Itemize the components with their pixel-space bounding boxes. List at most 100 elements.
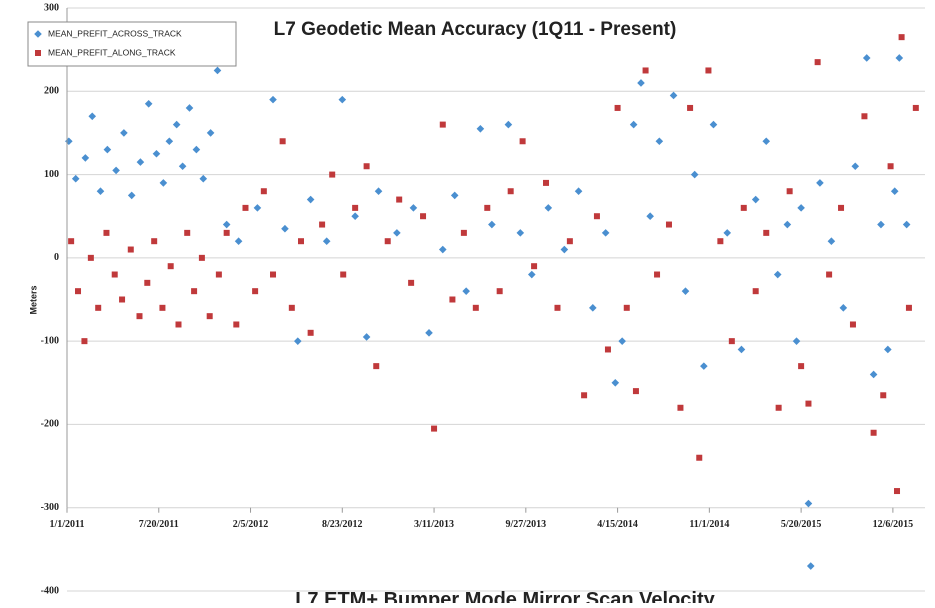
- point: [543, 179, 550, 186]
- point: [127, 246, 134, 253]
- point: [827, 237, 836, 245]
- point: [167, 263, 174, 270]
- point: [740, 204, 747, 211]
- point: [206, 129, 215, 137]
- legend-box: [27, 21, 237, 67]
- point: [306, 195, 315, 204]
- point: [288, 304, 295, 311]
- point: [165, 137, 174, 146]
- point: [270, 271, 277, 278]
- point: [351, 212, 359, 221]
- point: [894, 488, 901, 495]
- point: [172, 120, 181, 129]
- point: [677, 404, 684, 411]
- point: [614, 104, 621, 111]
- point: [159, 304, 166, 311]
- x-tick-label: 8/23/2012: [322, 519, 363, 530]
- point: [762, 137, 771, 146]
- point: [687, 104, 694, 111]
- point: [159, 179, 168, 187]
- point: [340, 271, 347, 278]
- point: [88, 112, 97, 121]
- point: [877, 220, 885, 229]
- point: [574, 187, 583, 196]
- point: [409, 204, 418, 212]
- point: [723, 229, 732, 237]
- point: [81, 338, 88, 345]
- point: [814, 59, 821, 66]
- points: [65, 34, 919, 570]
- point: [516, 229, 525, 237]
- point: [215, 271, 222, 278]
- point: [898, 34, 905, 41]
- point: [112, 166, 120, 175]
- point: [352, 204, 359, 211]
- point: [869, 370, 878, 379]
- point: [393, 229, 401, 237]
- point: [206, 313, 213, 320]
- point: [623, 304, 630, 311]
- point: [861, 113, 868, 120]
- point: [690, 170, 699, 179]
- point: [816, 179, 824, 187]
- point: [449, 296, 456, 303]
- point: [71, 174, 80, 183]
- point: [96, 187, 105, 196]
- point: [185, 104, 194, 112]
- point: [242, 204, 249, 211]
- point: [476, 124, 485, 133]
- point: [618, 337, 626, 345]
- point: [775, 404, 782, 411]
- point: [362, 333, 371, 341]
- point: [531, 263, 538, 270]
- x-tick-label: 5/20/2015: [781, 519, 822, 530]
- point: [527, 270, 536, 279]
- point: [862, 54, 871, 62]
- x-tick-label: 12/6/2015: [873, 519, 914, 530]
- point: [269, 95, 277, 104]
- point: [68, 238, 75, 245]
- point: [786, 188, 793, 195]
- point: [120, 129, 128, 137]
- point: [338, 95, 347, 104]
- point: [233, 321, 240, 328]
- point: [460, 229, 467, 236]
- point: [484, 204, 491, 211]
- point: [103, 229, 110, 236]
- point: [665, 221, 672, 228]
- x-tick-label: 4/15/2014: [597, 519, 638, 530]
- point: [601, 229, 610, 237]
- y-tick-label: -400: [41, 585, 59, 596]
- point: [905, 304, 912, 311]
- legend-label: MEAN_PREFIT_ALONG_TRACK: [48, 47, 176, 57]
- point: [589, 304, 597, 312]
- point: [373, 363, 380, 370]
- point: [696, 454, 703, 461]
- point: [103, 145, 112, 154]
- point: [496, 288, 503, 295]
- point: [851, 162, 860, 171]
- point: [700, 362, 708, 370]
- point: [184, 229, 191, 236]
- point: [849, 321, 856, 328]
- point: [472, 304, 479, 311]
- point: [191, 288, 198, 295]
- point: [127, 191, 136, 200]
- next-chart-title: L7 ETM+ Bumper Mode Mirror Scan Velocity: [295, 589, 715, 603]
- point: [637, 79, 645, 87]
- point: [717, 238, 724, 245]
- point: [136, 313, 143, 320]
- point: [175, 321, 182, 328]
- point: [654, 271, 661, 278]
- point: [632, 388, 639, 395]
- point: [95, 304, 102, 311]
- point: [438, 245, 447, 254]
- point: [642, 67, 649, 74]
- point: [234, 237, 243, 245]
- point: [374, 187, 383, 196]
- point: [839, 304, 848, 312]
- point: [554, 304, 561, 311]
- point: [566, 238, 573, 245]
- point: [178, 162, 187, 171]
